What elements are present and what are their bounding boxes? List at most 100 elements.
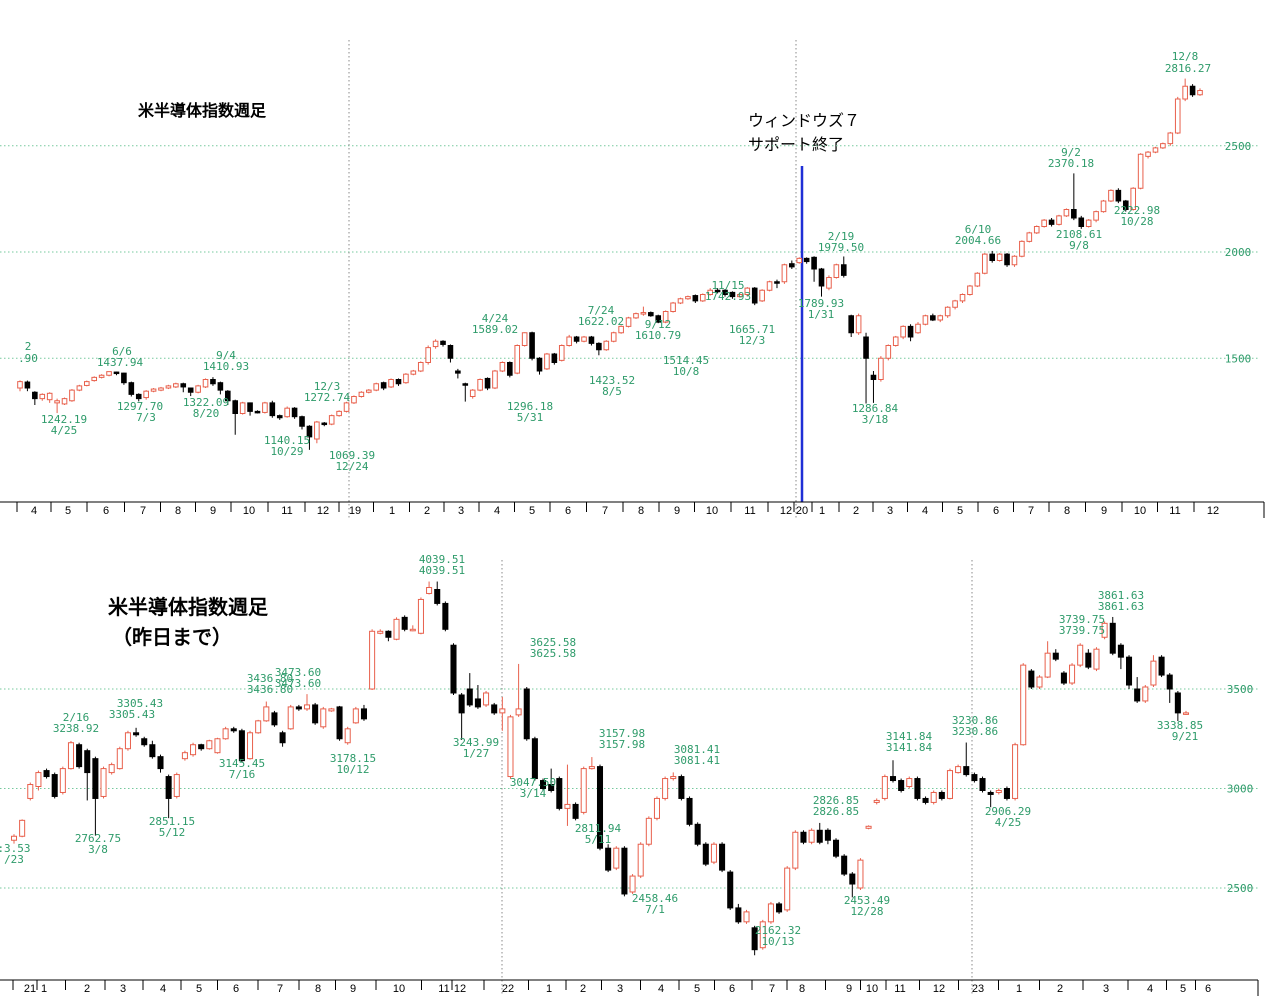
candle-body	[677, 298, 684, 304]
candle-body	[143, 390, 149, 399]
candle-body	[1033, 226, 1040, 234]
candle-body	[881, 776, 888, 799]
candle-body	[1093, 648, 1100, 670]
candle-body	[974, 272, 981, 287]
price-label-bottom: 8/5	[602, 385, 622, 398]
price-label-top: 2811.94	[575, 822, 622, 835]
candle-body	[61, 398, 68, 405]
candle-body	[946, 770, 953, 799]
bottom-chart-panel: 米半導体指数週足 （昨日まで） 2500 3000 3500 :3.53/23 2/1…	[0, 553, 1259, 996]
candle-body	[299, 416, 305, 427]
candle-body	[351, 396, 357, 404]
candle-body	[393, 618, 400, 640]
candle-body	[1115, 189, 1122, 202]
price-label-bottom: 5/11	[585, 833, 612, 846]
candle-body	[165, 776, 172, 799]
x-tick-label: 10	[243, 505, 255, 517]
candle-body	[276, 415, 283, 419]
price-label-bottom: 3625.58	[530, 636, 576, 649]
candle-body	[388, 379, 394, 388]
price-label-top: 2108.61	[1056, 228, 1102, 241]
candle-body	[100, 768, 107, 797]
candle-body	[409, 628, 416, 632]
candle-body	[580, 768, 587, 813]
candle-body	[1109, 622, 1116, 654]
candle-body	[670, 776, 677, 780]
candle-body	[971, 774, 978, 782]
candle-body	[1004, 253, 1010, 266]
candle-body	[98, 374, 105, 378]
candle-body	[432, 340, 439, 348]
candle-body	[803, 257, 810, 263]
price-label-bottom: 9/21	[1172, 730, 1199, 743]
candle-body	[907, 325, 914, 338]
candle-body	[588, 766, 595, 770]
candle-body	[915, 323, 921, 334]
candle-body	[447, 345, 454, 359]
candle-body	[343, 402, 350, 412]
top-chart-title: 米半導体指数週足	[138, 101, 267, 120]
price-label-top: 2	[25, 340, 32, 353]
candle-body	[685, 296, 691, 300]
price-label-top: 2458.46	[632, 892, 678, 905]
candle-body	[596, 342, 602, 351]
price-label-bottom: 1410.93	[203, 360, 249, 373]
price-label-top: 2162.32	[755, 924, 801, 937]
candle-body	[692, 295, 699, 302]
candle-body	[1069, 664, 1076, 684]
x-tick-label: 12	[1207, 505, 1219, 517]
candle-body	[1167, 132, 1174, 145]
candle-body	[1137, 153, 1144, 189]
candle-body	[1036, 676, 1043, 688]
candle-body	[321, 422, 328, 426]
candle-body	[645, 817, 652, 845]
price-label-top: 3473.60	[275, 677, 321, 690]
candle-body	[906, 778, 913, 788]
price-label-bottom: 5/12	[159, 826, 186, 839]
x-tick-label: 7	[140, 505, 146, 517]
candle-body	[113, 371, 120, 375]
price-label-bottom: 10/12	[336, 763, 369, 776]
candle-body	[206, 740, 213, 750]
candle-body	[477, 379, 483, 391]
candle-body	[800, 831, 807, 843]
price-label-bottom: 10/8	[673, 365, 700, 378]
candle-body	[1048, 219, 1055, 225]
x-tick-label: 2	[853, 505, 859, 517]
x-tick-label: 9	[1101, 505, 1107, 517]
candle-body	[1122, 200, 1129, 210]
candle-body	[588, 336, 595, 344]
candle-body	[190, 744, 197, 756]
candle-body	[263, 706, 270, 722]
price-label-top: 2/19	[828, 230, 855, 243]
candle-body	[759, 289, 765, 302]
price-label-top: 3047.50	[510, 776, 556, 789]
x-tick-label: 8	[315, 983, 321, 995]
candle-body	[328, 708, 335, 712]
candle-body	[737, 294, 743, 298]
candle-body	[625, 317, 632, 327]
candle-body	[751, 927, 758, 951]
price-label-top: 2851.15	[149, 815, 195, 828]
candle-body	[474, 698, 481, 708]
candle-body	[629, 875, 636, 893]
bottom-chart-title: 米半導体指数週足	[108, 595, 269, 619]
bottom-x-axis: 21 1 2 3 4 5 6 7 8 9 10 11 12 22 1 2 3 4 5 6 7 8 9 10 11 12 23 1 2 3 4…	[0, 979, 1259, 996]
candle-body	[581, 336, 587, 342]
candle-body	[499, 362, 506, 372]
candle-body	[295, 706, 302, 710]
x-tick-label: 3	[120, 983, 126, 995]
candle-body	[238, 730, 245, 762]
candle-body	[239, 402, 246, 414]
candle-body	[536, 357, 543, 372]
candle-body	[694, 823, 701, 845]
price-label-top: 2/16	[63, 711, 90, 724]
x-tick-label: 6	[729, 983, 735, 995]
candle-body	[1003, 788, 1010, 799]
candle-body	[566, 336, 572, 346]
price-label-bottom: 2826.85	[813, 794, 859, 807]
candle-body	[1174, 98, 1181, 134]
candle-body	[116, 748, 123, 770]
x-tick-label: 1	[819, 505, 825, 517]
candle-body	[521, 332, 528, 346]
